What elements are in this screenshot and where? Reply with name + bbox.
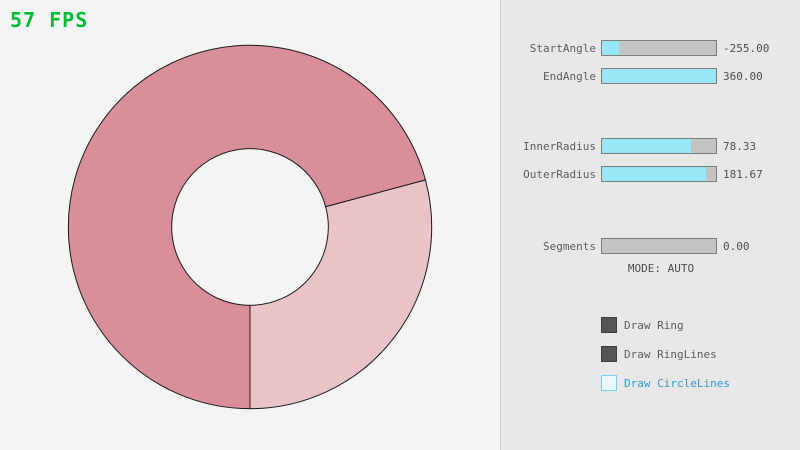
checkbox-row-draw-circlelines[interactable]: Draw CircleLines	[601, 375, 730, 391]
innerradius-label: InnerRadius	[523, 139, 596, 153]
segments-label: Segments	[543, 239, 596, 253]
slider-row-segments: Segments 0.00	[501, 238, 800, 254]
startangle-slider-fill	[602, 41, 619, 55]
checkbox-row-draw-ring[interactable]: Draw Ring	[601, 317, 684, 333]
startangle-value: -255.00	[723, 41, 770, 55]
ring-segment-overlap-arc	[67, 44, 427, 410]
endangle-slider-fill	[602, 69, 716, 83]
ring-chart	[67, 44, 433, 410]
ring-canvas: 57 FPS	[10, 8, 433, 410]
draw-ring-label: Draw Ring	[624, 318, 684, 332]
outerradius-slider-fill	[602, 167, 706, 181]
innerradius-slider[interactable]	[601, 138, 717, 154]
segments-slider[interactable]	[601, 238, 717, 254]
endangle-slider[interactable]	[601, 68, 717, 84]
slider-row-endangle: EndAngle 360.00	[501, 68, 800, 84]
endangle-value: 360.00	[723, 69, 763, 83]
draw-ringlines-label: Draw RingLines	[624, 347, 717, 361]
outerradius-slider[interactable]	[601, 166, 717, 182]
slider-row-startangle: StartAngle -255.00	[501, 40, 800, 56]
fps-counter: 57 FPS	[10, 8, 89, 32]
slider-row-outerradius: OuterRadius 181.67	[501, 166, 800, 182]
controls-panel: StartAngle -255.00 EndAngle 360.00 Inner…	[500, 0, 800, 450]
ring-segment-single-arc	[249, 179, 433, 410]
endangle-label: EndAngle	[543, 69, 596, 83]
outerradius-value: 181.67	[723, 167, 763, 181]
draw-ring-checkbox[interactable]	[601, 317, 617, 333]
outerradius-label: OuterRadius	[523, 167, 596, 181]
mode-label: MODE: AUTO	[627, 262, 695, 275]
innerradius-value: 78.33	[723, 139, 757, 153]
slider-row-innerradius: InnerRadius 78.33	[501, 138, 800, 154]
draw-ringlines-checkbox[interactable]	[601, 346, 617, 362]
segments-value: 0.00	[723, 239, 750, 253]
checkbox-row-draw-ringlines[interactable]: Draw RingLines	[601, 346, 717, 362]
startangle-slider[interactable]	[601, 40, 717, 56]
startangle-label: StartAngle	[529, 41, 596, 55]
draw-circlelines-label: Draw CircleLines	[624, 376, 730, 390]
innerradius-slider-fill	[602, 139, 692, 153]
draw-circlelines-checkbox[interactable]	[601, 375, 617, 391]
